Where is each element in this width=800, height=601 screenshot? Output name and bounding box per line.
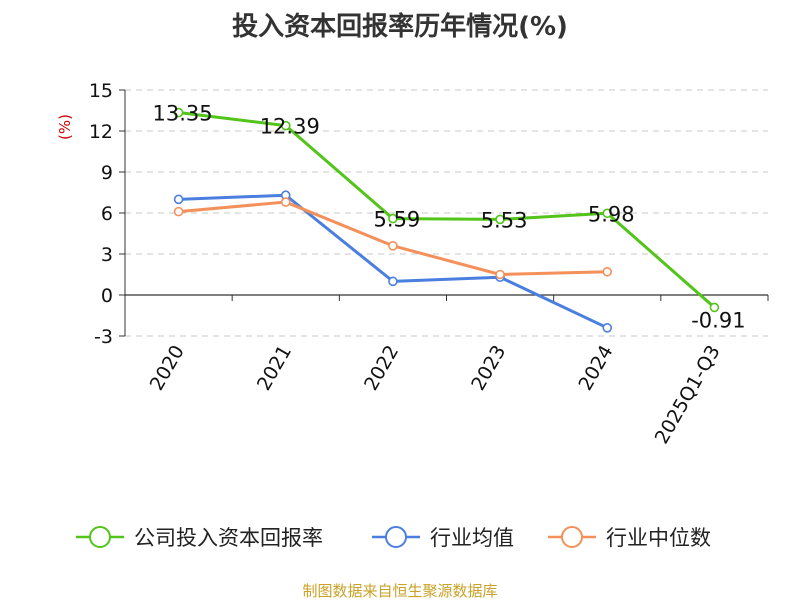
- chart-title: 投入资本回报率历年情况(%): [232, 12, 568, 42]
- legend-marker: [89, 526, 111, 548]
- data-labels: 13.35 12.39 5.59 5.53 5.98 -0.91: [153, 102, 746, 333]
- legend-label: 公司投入资本回报率: [134, 526, 323, 550]
- x-tick-label: 2025Q1-Q3: [651, 342, 725, 448]
- x-tick-label: 2020: [146, 342, 189, 395]
- legend-label: 行业均值: [430, 526, 514, 550]
- data-point: [173, 107, 184, 118]
- series-line-0: [178, 111, 716, 309]
- data-point: [280, 197, 291, 207]
- data-point: [388, 276, 398, 287]
- data-point: [388, 213, 398, 224]
- data-label: 13.35: [153, 102, 213, 126]
- y-tick-label: 9: [101, 162, 113, 184]
- data-point: [173, 194, 184, 205]
- y-tick-label: 12: [89, 121, 113, 143]
- data-point: [280, 120, 291, 131]
- data-label: 12.39: [260, 115, 320, 139]
- data-point: [495, 269, 505, 280]
- source-note: 制图数据来自恒生聚源数据库: [302, 582, 498, 600]
- y-tick-label: -3: [94, 326, 113, 348]
- data-point: [602, 322, 613, 333]
- legend-label: 行业中位数: [606, 526, 711, 550]
- legend: 公司投入资本回报率 行业均值 行业中位数: [76, 526, 711, 550]
- x-tick-label: 2021: [253, 342, 296, 395]
- y-axis-unit-label: (%): [56, 114, 74, 140]
- data-point: [388, 241, 398, 251]
- x-tick-label: 2024: [574, 342, 617, 395]
- data-point: [602, 208, 613, 219]
- x-tick-label: 2022: [360, 342, 403, 395]
- series-lines: [173, 107, 720, 333]
- data-point: [173, 206, 184, 217]
- data-label: -0.91: [691, 308, 745, 332]
- data-point: [602, 266, 613, 277]
- y-tick-label: 6: [101, 203, 113, 225]
- x-tick-label: 2023: [467, 342, 510, 395]
- data-label: 5.98: [588, 202, 635, 226]
- data-label: 5.59: [374, 208, 421, 232]
- y-tick-label: 3: [101, 244, 113, 266]
- y-tick-label: 0: [101, 285, 113, 307]
- data-label: 5.53: [481, 208, 528, 232]
- data-point: [495, 214, 505, 225]
- legend-marker: [385, 526, 407, 548]
- legend-marker: [561, 526, 583, 548]
- data-point: [709, 302, 720, 313]
- y-tick-label: 15: [89, 80, 113, 102]
